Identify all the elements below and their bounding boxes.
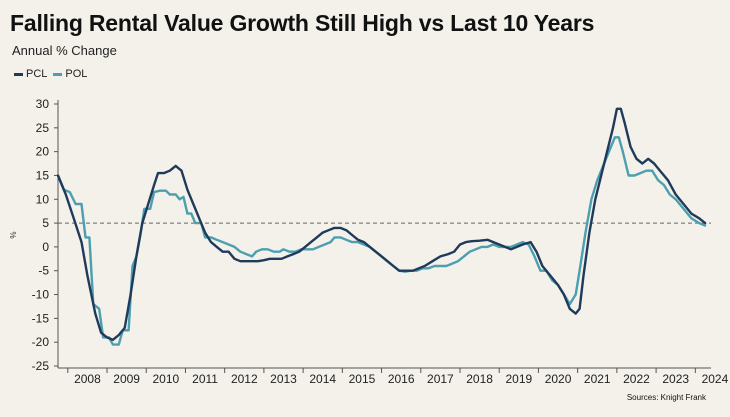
y-tick-label: 20 [36, 145, 50, 159]
x-tick-label: 2011 [192, 372, 218, 386]
x-tick-label: 2024 [702, 372, 729, 386]
x-tick-label: 2017 [427, 372, 454, 386]
chart-title: Falling Rental Value Growth Still High v… [10, 10, 595, 36]
y-tick-label: 25 [36, 121, 50, 135]
x-tick-label: 2021 [584, 372, 611, 386]
x-tick-label: 2022 [623, 372, 650, 386]
y-tick-label: 5 [42, 216, 49, 230]
legend-label-pcl: PCL [26, 68, 48, 80]
x-tick-label: 2016 [388, 372, 415, 386]
chart-source: Sources: Knight Frank [626, 393, 706, 402]
x-tick-label: 2023 [662, 372, 689, 386]
series-line-pcl [56, 107, 707, 341]
x-tick-label: 2012 [231, 372, 258, 386]
x-tick-label: 2020 [545, 372, 572, 386]
x-tick-label: 2008 [74, 372, 101, 386]
y-tick-label: -15 [32, 311, 50, 325]
y-tick-label: -5 [38, 264, 49, 278]
y-tick-label: 30 [36, 97, 50, 111]
y-tick-label: 15 [36, 168, 50, 182]
x-tick-label: 2014 [309, 372, 336, 386]
y-tick-label: -10 [32, 288, 50, 302]
y-tick-label: 10 [36, 192, 50, 206]
x-tick-label: 2009 [113, 372, 140, 386]
chart-subtitle: Annual % Change [12, 43, 117, 58]
series-line-pol [56, 136, 707, 346]
y-tick-label: 0 [42, 240, 49, 254]
x-tick-label: 2015 [349, 372, 376, 386]
x-tick-label: 2010 [153, 372, 180, 386]
y-tick-label: -25 [32, 359, 50, 373]
legend-label-pol: POL [65, 68, 88, 80]
x-tick-label: 2013 [270, 372, 297, 386]
legend-swatch-pol [53, 72, 63, 76]
legend-item-pol: POL [53, 68, 87, 80]
legend-item-pcl: PCL [14, 68, 47, 80]
chart-legend: PCL POL [14, 68, 87, 80]
y-axis-label: % [9, 231, 18, 238]
x-tick-label: 2018 [466, 372, 493, 386]
legend-swatch-pcl [14, 72, 23, 76]
y-tick-label: -20 [32, 335, 50, 349]
x-tick-label: 2019 [505, 372, 532, 386]
